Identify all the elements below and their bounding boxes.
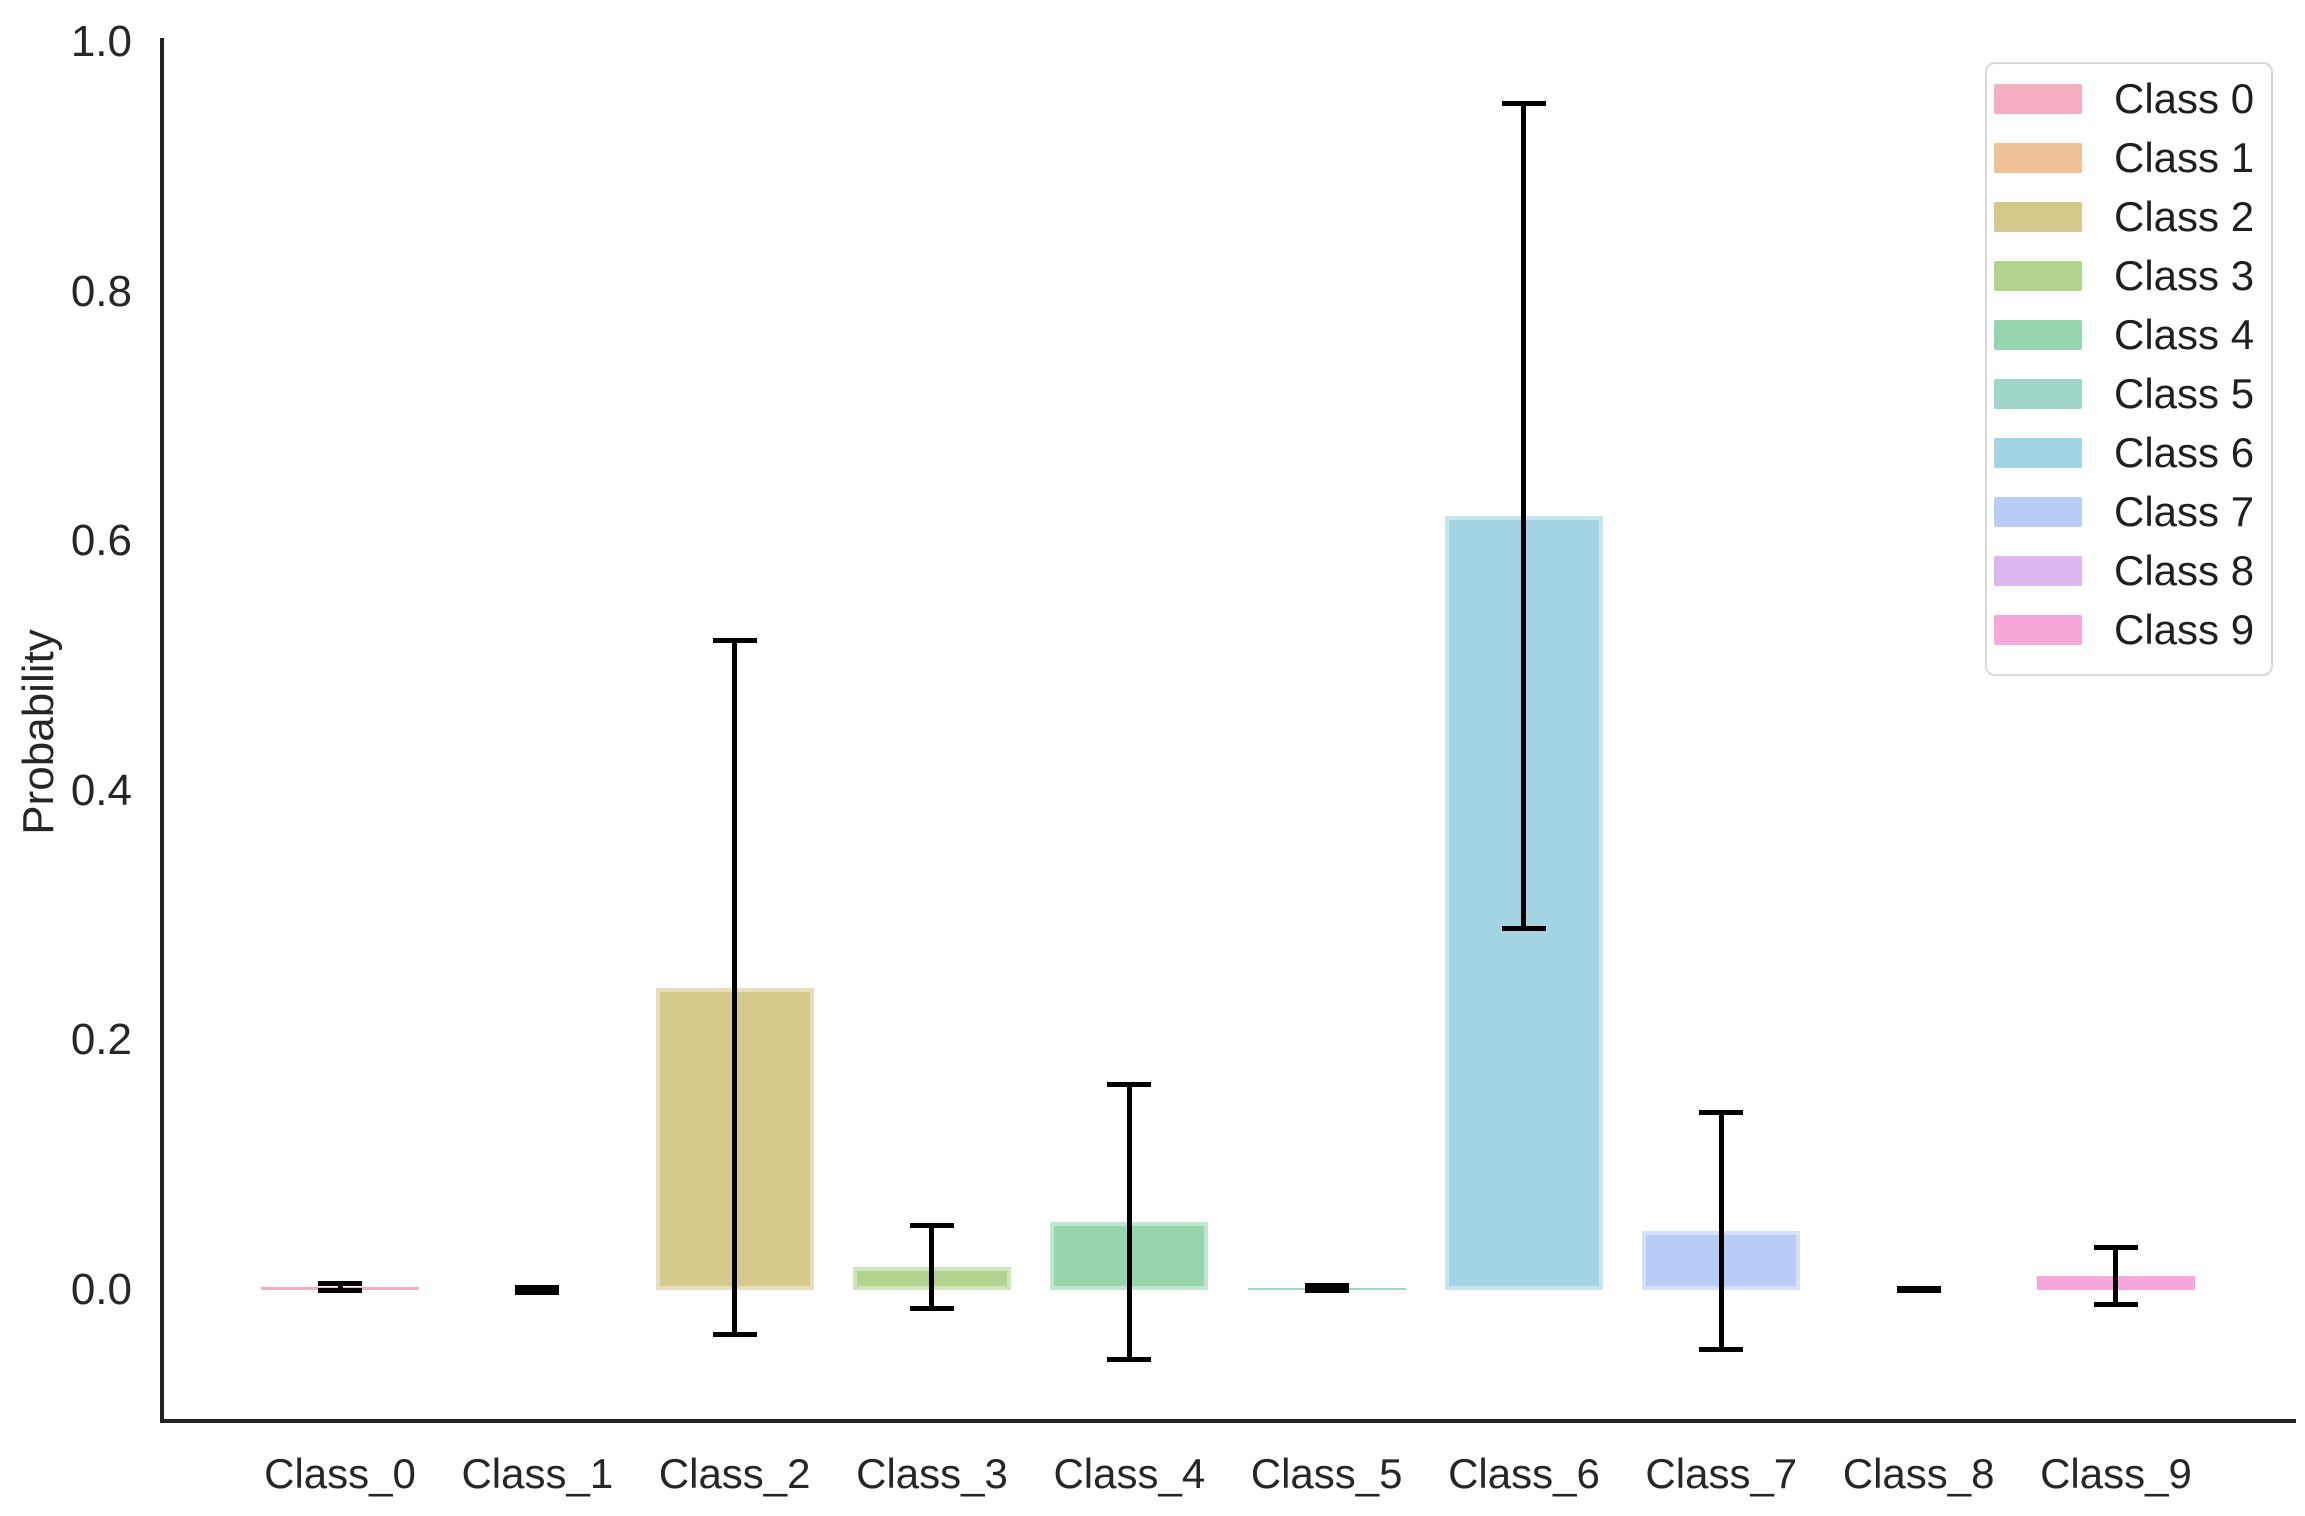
error-bar-cap (1699, 1109, 1744, 1115)
legend-item: Class 9 (1994, 600, 2271, 659)
y-tick-label: 0.8 (70, 266, 132, 316)
legend-label: Class 0 (2114, 74, 2255, 122)
x-tick-label: Class_4 (1053, 1450, 1206, 1497)
error-bar-cap (318, 1288, 362, 1294)
y-tick-label: 0.0 (70, 1264, 132, 1314)
legend-label: Class 2 (2114, 192, 2255, 240)
error-bar-cap (1699, 1346, 1744, 1352)
legend-item: Class 5 (1994, 364, 2271, 423)
error-bar-line (2113, 1247, 2119, 1305)
y-tick-label: 0.4 (70, 765, 132, 815)
legend-item: Class 8 (1994, 541, 2271, 600)
x-tick-label: Class_2 (658, 1450, 811, 1497)
legend-swatch-icon (1994, 378, 2082, 409)
error-bar-cap (2093, 1244, 2138, 1250)
error-bar-line (1126, 1084, 1132, 1360)
legend-item: Class 3 (1994, 246, 2271, 305)
legend-label: Class 6 (2114, 428, 2255, 476)
error-bar-cap (712, 1331, 757, 1337)
legend-swatch-icon (1994, 260, 2082, 291)
y-tick-label: 1.0 (70, 17, 132, 66)
error-bar-cap (1501, 926, 1546, 932)
error-bar-cap (515, 1284, 560, 1290)
x-tick-label: Class_8 (1842, 1450, 1995, 1497)
legend-swatch-icon (1994, 614, 2082, 645)
error-bar-cap (909, 1305, 954, 1311)
error-bar-cap (515, 1289, 560, 1295)
legend: Class 0 Class 1 Class 2 Class 3 Class 4 Class… (1985, 62, 2273, 676)
legend-swatch-icon (1994, 437, 2082, 468)
error-bar-cap (1304, 1283, 1349, 1289)
legend-label: Class 1 (2114, 133, 2255, 181)
legend-label: Class 7 (2114, 487, 2255, 535)
legend-item: Class 6 (1994, 423, 2271, 482)
error-bar-cap (1896, 1288, 1941, 1294)
x-tick-label: Class_9 (2040, 1450, 2192, 1497)
x-tick-label: Class_5 (1250, 1450, 1403, 1497)
legend-swatch-icon (1994, 83, 2082, 114)
legend-swatch-icon (1994, 555, 2082, 586)
legend-item: Class 7 (1994, 482, 2271, 541)
legend-item: Class 2 (1994, 187, 2271, 246)
error-bar-line (929, 1225, 935, 1309)
legend-label: Class 9 (2114, 605, 2255, 653)
error-bar-cap (1107, 1082, 1152, 1088)
legend-label: Class 3 (2114, 251, 2255, 299)
error-bar-cap (1304, 1288, 1349, 1294)
legend-label: Class 4 (2114, 310, 2255, 358)
legend-item: Class 1 (1994, 128, 2271, 187)
error-bar-line (1718, 1112, 1724, 1350)
error-bar-cap (2093, 1301, 2138, 1307)
error-bar-line (1521, 103, 1527, 929)
legend-swatch-icon (1994, 201, 2082, 232)
error-bar-line (732, 640, 738, 1335)
x-tick-label: Class_6 (1448, 1450, 1600, 1497)
legend-swatch-icon (1994, 142, 2082, 173)
error-bar-cap (712, 638, 757, 644)
legend-item: Class 0 (1994, 69, 2271, 128)
error-bar-cap (909, 1223, 954, 1229)
error-bar-cap (1501, 100, 1546, 106)
x-tick-label: Class_3 (856, 1450, 1008, 1497)
legend-label: Class 5 (2114, 369, 2255, 417)
x-tick-label: Class_1 (461, 1450, 614, 1497)
plot-area (160, 38, 2296, 1423)
legend-label: Class 8 (2114, 546, 2255, 594)
y-tick-label: 0.6 (70, 516, 132, 565)
error-bar-cap (1107, 1356, 1152, 1362)
y-tick-label: 0.2 (70, 1015, 132, 1064)
legend-swatch-icon (1994, 496, 2082, 527)
x-tick-label: Class_7 (1645, 1450, 1798, 1497)
x-tick-label: Class_0 (264, 1450, 416, 1497)
legend-item: Class 4 (1994, 305, 2271, 364)
error-bar-line (337, 1283, 343, 1291)
legend-swatch-icon (1994, 319, 2082, 350)
error-bar-cap (318, 1280, 362, 1286)
